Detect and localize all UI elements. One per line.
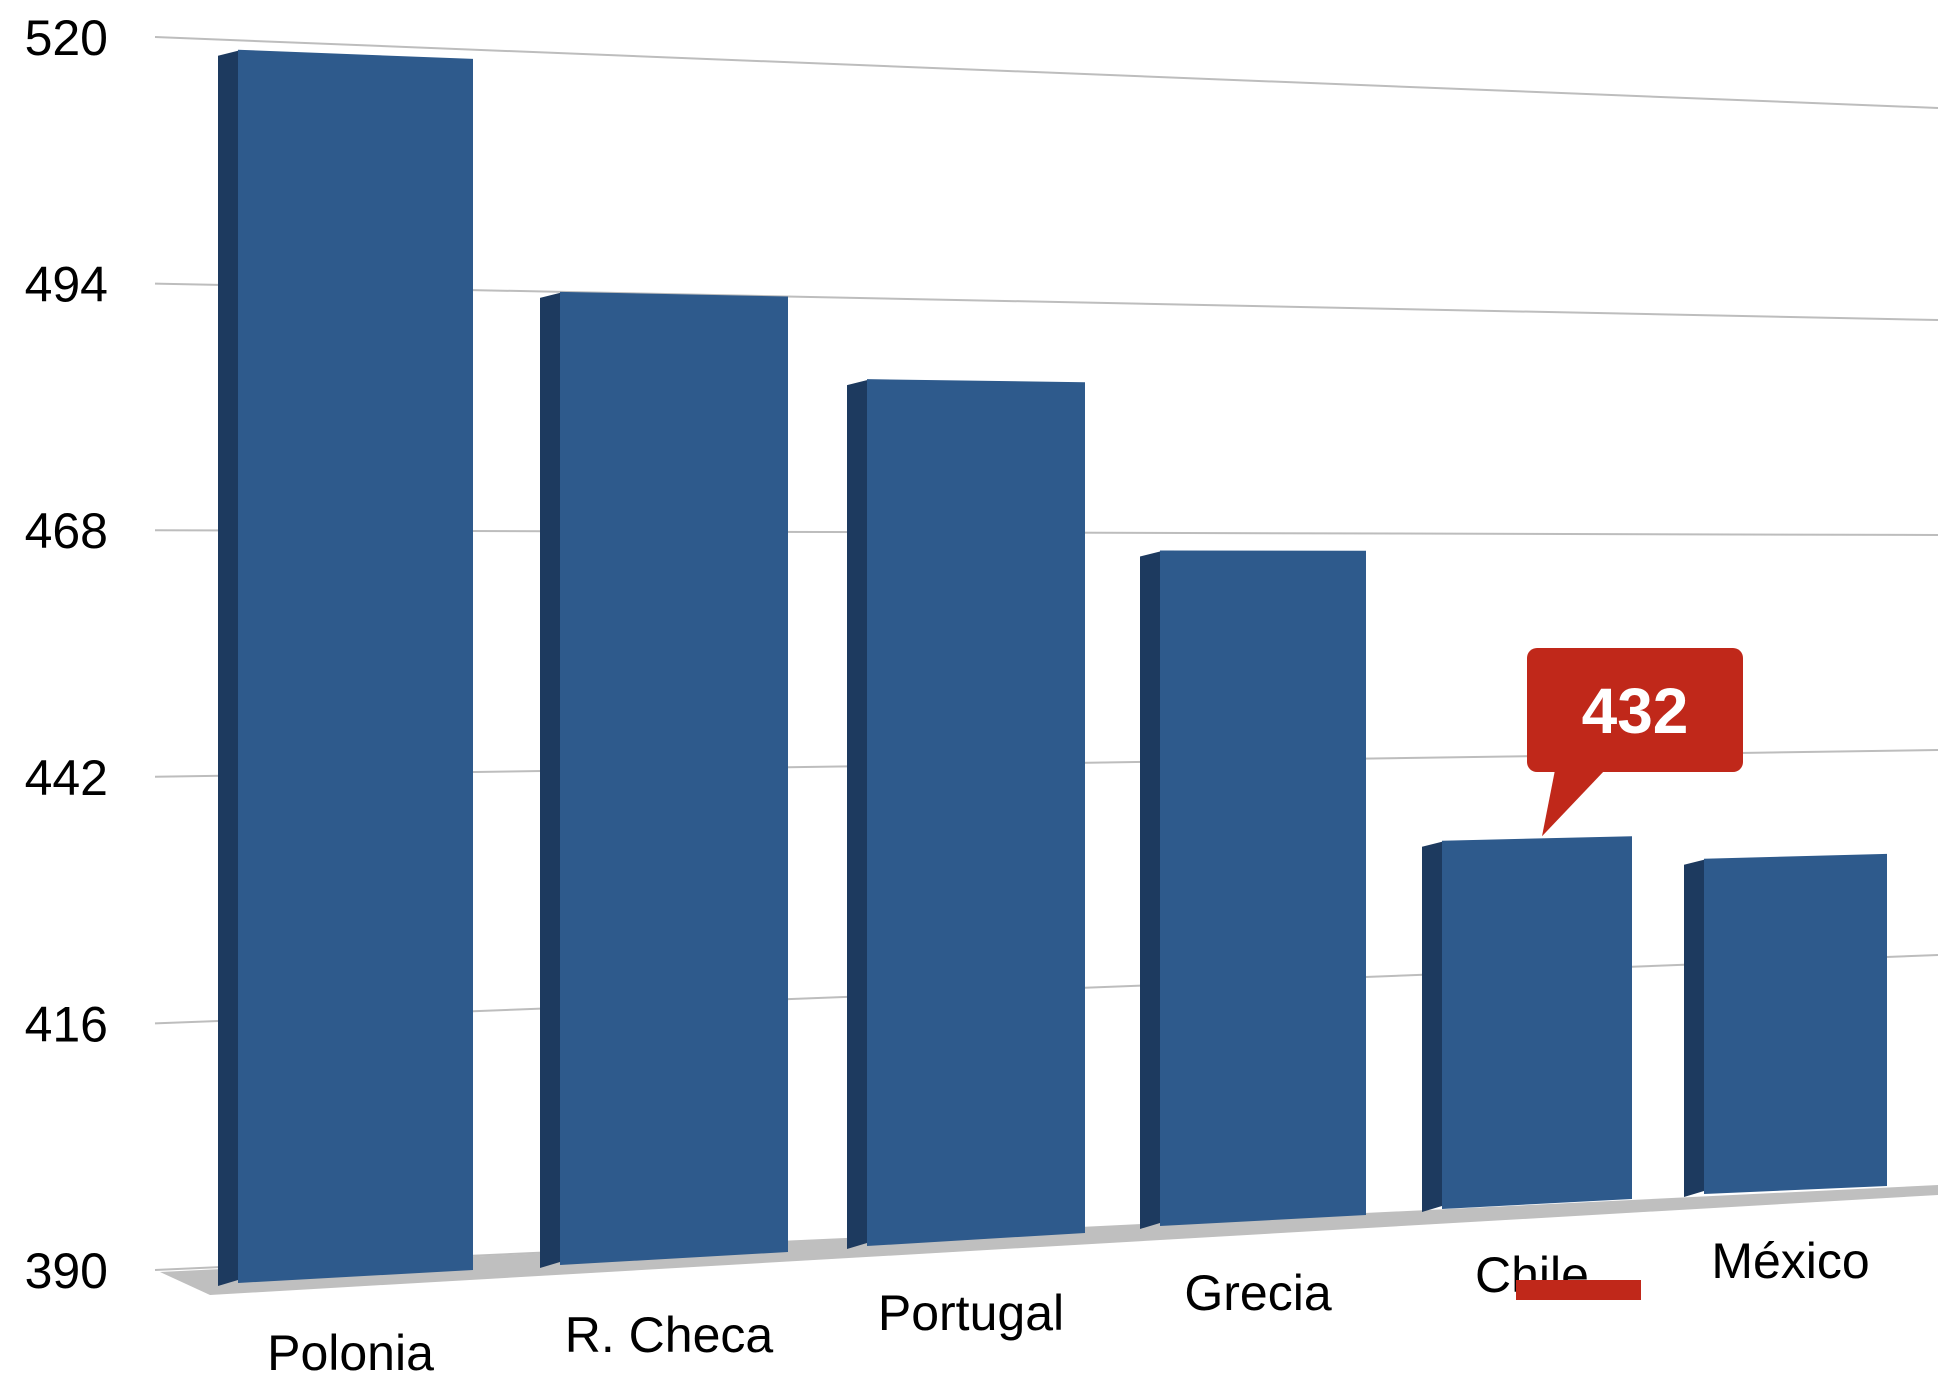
bar — [867, 379, 1085, 1246]
x-tick-label: Portugal — [878, 1285, 1064, 1341]
y-tick-label: 520 — [25, 10, 108, 66]
callout-value: 432 — [1582, 675, 1689, 747]
y-tick-label: 468 — [25, 503, 108, 559]
bar-side — [1684, 859, 1704, 1197]
value-callout: 432 — [1527, 648, 1743, 837]
y-tick-label: 494 — [25, 257, 108, 313]
bar — [560, 291, 788, 1266]
bar-side — [218, 50, 238, 1286]
bar-side — [540, 292, 560, 1269]
bar — [1704, 853, 1887, 1194]
y-tick-label: 390 — [25, 1243, 108, 1299]
chart-floor — [160, 1185, 1938, 1295]
bar-side — [847, 380, 867, 1249]
y-tick-label: 442 — [25, 750, 108, 806]
bar — [1442, 836, 1632, 1209]
callout-pointer — [1542, 770, 1605, 837]
highlight-marker — [1516, 1280, 1641, 1300]
gridline — [154, 36, 1938, 109]
x-tick-label: R. Checa — [565, 1307, 774, 1363]
x-tick-label: México — [1711, 1233, 1869, 1289]
x-tick-label: Polonia — [267, 1325, 434, 1373]
x-tick-label: Grecia — [1184, 1265, 1331, 1321]
callout-box — [1527, 648, 1743, 772]
bar-side — [1422, 841, 1442, 1212]
bar — [1160, 550, 1366, 1226]
bar-side — [1140, 551, 1160, 1229]
y-tick-label: 416 — [25, 996, 108, 1052]
bar — [238, 49, 473, 1283]
